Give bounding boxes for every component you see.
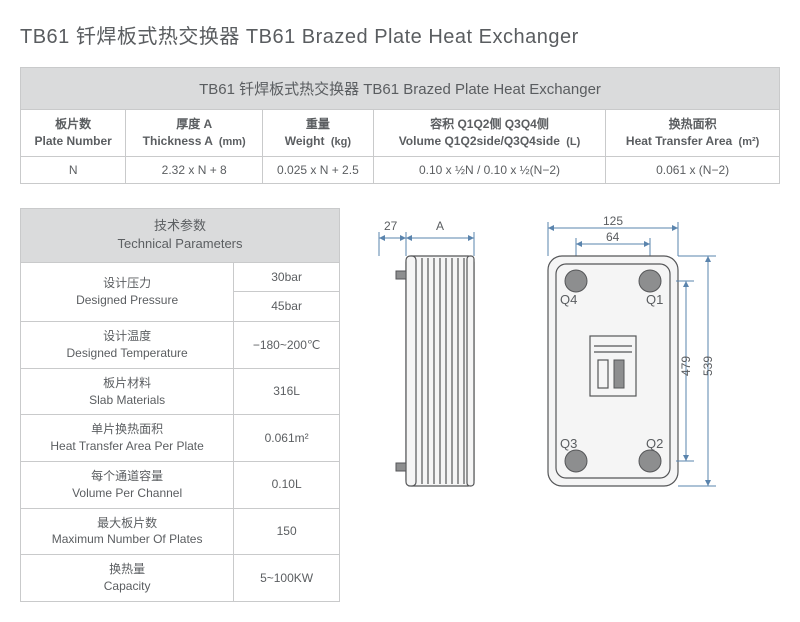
param-val-6: 5~100KW (234, 555, 340, 602)
param-row-5: 最大板片数Maximum Number Of Plates 150 (21, 508, 340, 555)
side-view: 27 A (364, 216, 494, 516)
port-q1: Q1 (646, 292, 663, 307)
param-caption-cn: 技术参数 (154, 218, 206, 233)
param-val-4: 0.10L (234, 461, 340, 508)
spec-h3-en: Volume Q1Q2side/Q3Q4side (399, 134, 560, 148)
spec-caption: TB61 钎焊板式热交换器 TB61 Brazed Plate Heat Exc… (21, 68, 780, 110)
spec-caption-row: TB61 钎焊板式热交换器 TB61 Brazed Plate Heat Exc… (21, 68, 780, 110)
param-val-2: 316L (234, 368, 340, 415)
param-row-0a: 设计压力 Designed Pressure 30bar (21, 262, 340, 292)
spec-data-row: N 2.32 x N + 8 0.025 x N + 2.5 0.10 x ½N… (21, 157, 780, 184)
param-val-0b: 45bar (234, 292, 340, 322)
port-q3: Q3 (560, 436, 577, 451)
param-caption: 技术参数 Technical Parameters (21, 209, 340, 262)
port-q4: Q4 (560, 292, 577, 307)
spec-h2-en: Weight (285, 134, 325, 148)
spec-table: TB61 钎焊板式热交换器 TB61 Brazed Plate Heat Exc… (20, 67, 780, 184)
diagram-area: 27 A (364, 208, 780, 516)
spec-c4: 0.061 x (N−2) (606, 157, 780, 184)
param-val-3: 0.061m² (234, 415, 340, 462)
page-title: TB61 钎焊板式热交换器 TB61 Brazed Plate Heat Exc… (20, 20, 780, 49)
param-table: 技术参数 Technical Parameters 设计压力 Designed … (20, 208, 340, 602)
spec-c0: N (21, 157, 126, 184)
param-val-5: 150 (234, 508, 340, 555)
param-caption-row: 技术参数 Technical Parameters (21, 209, 340, 262)
param-lbl-4: 每个通道容量Volume Per Channel (21, 461, 234, 508)
param-lbl-3: 单片换热面积Heat Transfer Area Per Plate (21, 415, 234, 462)
front-view: 125 64 (518, 216, 738, 516)
port-q2: Q2 (646, 436, 663, 451)
param-lbl-6: 换热量Capacity (21, 555, 234, 602)
dim-A: A (436, 219, 444, 233)
spec-h2-unit: (kg) (331, 135, 351, 150)
spec-h1-unit: (mm) (219, 135, 246, 150)
spec-h4-cn: 换热面积 (610, 116, 775, 133)
spec-h4: 换热面积Heat Transfer Area (m²) (606, 110, 780, 157)
spec-h2-cn: 重量 (267, 116, 369, 133)
param-lbl-2: 板片材料Slab Materials (21, 368, 234, 415)
param-row-4: 每个通道容量Volume Per Channel 0.10L (21, 461, 340, 508)
param-row-3: 单片换热面积Heat Transfer Area Per Plate 0.061… (21, 415, 340, 462)
spec-h4-en: Heat Transfer Area (626, 134, 732, 148)
param-val-1: −180~200℃ (234, 322, 340, 369)
dim-125: 125 (603, 216, 623, 228)
dim-479: 479 (679, 356, 693, 376)
param-caption-en: Technical Parameters (118, 236, 243, 251)
spec-c3: 0.10 x ½N / 0.10 x ½(N−2) (373, 157, 606, 184)
spec-h0: 板片数Plate Number (21, 110, 126, 157)
param-lbl-0: 设计压力 Designed Pressure (21, 262, 234, 322)
param-row-1: 设计温度Designed Temperature −180~200℃ (21, 322, 340, 369)
spec-h3: 容积 Q1Q2侧 Q3Q4侧Volume Q1Q2side/Q3Q4side (… (373, 110, 606, 157)
spec-h3-cn: 容积 Q1Q2侧 Q3Q4侧 (378, 116, 602, 133)
spec-h1-en: Thickness A (143, 134, 213, 148)
spec-c2: 0.025 x N + 2.5 (263, 157, 374, 184)
dim-64: 64 (606, 230, 620, 244)
param-lbl-5: 最大板片数Maximum Number Of Plates (21, 508, 234, 555)
spec-h2: 重量Weight (kg) (263, 110, 374, 157)
spec-h0-cn: 板片数 (25, 116, 121, 133)
param-lbl-1: 设计温度Designed Temperature (21, 322, 234, 369)
param-row-2: 板片材料Slab Materials 316L (21, 368, 340, 415)
param-val-0a: 30bar (234, 262, 340, 292)
spec-c1: 2.32 x N + 8 (126, 157, 263, 184)
dim-27: 27 (384, 219, 398, 233)
spec-h1-cn: 厚度 A (130, 116, 258, 133)
param-row-6: 换热量Capacity 5~100KW (21, 555, 340, 602)
spec-h1: 厚度 AThickness A (mm) (126, 110, 263, 157)
dim-539: 539 (701, 356, 715, 376)
spec-h4-unit: (m²) (739, 135, 760, 150)
spec-h3-unit: (L) (566, 135, 580, 150)
spec-header-row: 板片数Plate Number 厚度 AThickness A (mm) 重量W… (21, 110, 780, 157)
spec-h0-en: Plate Number (25, 133, 121, 150)
